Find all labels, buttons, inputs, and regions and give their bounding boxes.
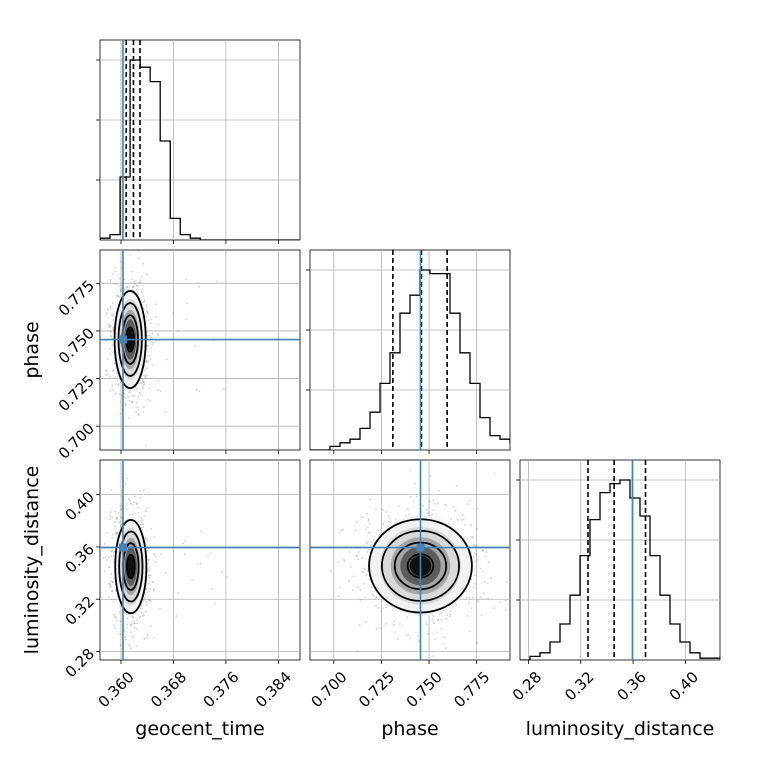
y-axis-label: phase	[21, 321, 43, 378]
x-tick-label: 0.32	[561, 668, 597, 704]
histogram-luminosity_distance	[520, 479, 720, 660]
truth-marker	[118, 335, 127, 344]
x-tick-label: 0.28	[509, 668, 545, 704]
y-tick-label: 0.775	[55, 277, 98, 320]
x-tick-label: 0.368	[147, 668, 190, 711]
panel-geocent_time-vs-geocent_time	[96, 39, 301, 244]
histogram-geocent_time	[100, 59, 300, 240]
histogram-phase	[310, 269, 510, 450]
y-tick-label: 0.700	[55, 419, 98, 462]
x-axis-label: phase	[381, 718, 438, 740]
truth-marker	[118, 543, 127, 552]
x-tick-label: 0.360	[95, 668, 138, 711]
x-axis-label: luminosity_distance	[526, 718, 715, 740]
contour-line-2	[118, 530, 144, 603]
x-tick-label: 0.384	[252, 668, 295, 711]
x-tick-label: 0.750	[403, 668, 446, 711]
contour-line-3	[114, 518, 148, 615]
y-tick-label: 0.28	[62, 645, 98, 681]
density-level-4	[127, 556, 135, 577]
panel-luminosity_distance-vs-geocent_time: 0.28 0.32 0.36 0.40 luminosity_distance 0.360…	[21, 459, 301, 740]
y-tick-label: 0.750	[55, 324, 98, 367]
y-tick-label: 0.32	[62, 592, 98, 628]
x-tick-label: 0.725	[355, 668, 398, 711]
x-tick-label: 0.775	[450, 668, 493, 711]
x-tick-label: 0.36	[613, 668, 649, 704]
panel-luminosity_distance-vs-phase: 0.700 0.725 0.750 0.775 phase	[307, 459, 511, 740]
panel-luminosity_distance-vs-luminosity_distance: 0.28 0.32 0.36 0.40 luminosity_distance	[509, 459, 721, 740]
y-tick-label: 0.36	[62, 540, 98, 576]
truth-marker	[416, 543, 425, 552]
x-tick-label: 0.40	[666, 668, 702, 704]
axes-frame	[309, 249, 511, 451]
y-tick-label: 0.40	[62, 488, 98, 524]
y-tick-label: 0.725	[55, 372, 98, 415]
x-axis-label: geocent_time	[135, 718, 264, 740]
panel-phase-vs-phase	[306, 249, 511, 454]
contour-line-0	[126, 553, 136, 580]
y-axis-label: luminosity_distance	[21, 466, 43, 655]
x-tick-label: 0.376	[200, 668, 243, 711]
axes-frame	[519, 459, 721, 661]
x-tick-label: 0.700	[307, 668, 350, 711]
